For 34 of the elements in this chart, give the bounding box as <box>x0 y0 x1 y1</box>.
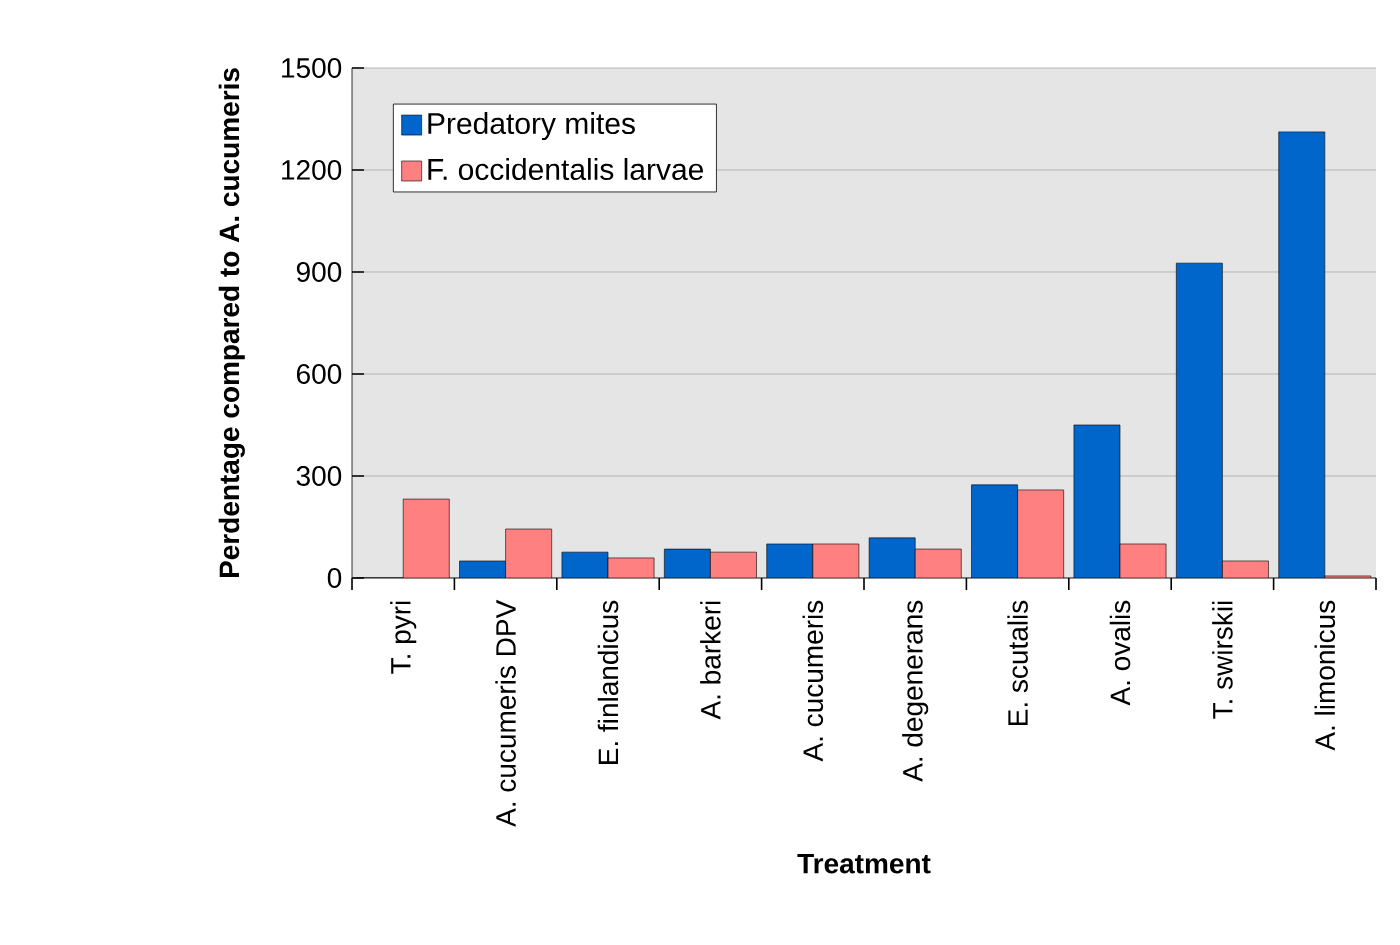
bar <box>710 551 757 578</box>
x-tick-label: A. limonicus <box>1314 600 1336 751</box>
bar <box>1017 489 1064 578</box>
bar <box>766 543 814 578</box>
y-tick-label: 600 <box>296 364 342 384</box>
y-axis-title: Perdentage compared to A. cucumeris <box>218 68 245 578</box>
bar <box>505 528 552 578</box>
x-tick-label: T. swirskii <box>1212 601 1233 719</box>
bar <box>1073 424 1121 578</box>
y-tick-label: 1200 <box>282 160 342 180</box>
bar <box>868 537 916 578</box>
bar <box>914 548 962 578</box>
y-tick-label: 900 <box>296 262 342 282</box>
bar <box>1278 131 1326 578</box>
y-tick-label: 1500 <box>282 58 342 78</box>
y-tick-label: 300 <box>296 466 342 486</box>
x-axis-title: Treatment <box>797 853 931 874</box>
legend-label: F. occidentalis larvae <box>428 158 704 181</box>
y-tick-label: 0 <box>327 568 342 588</box>
bar <box>1176 262 1223 578</box>
x-tick-label: A. barkeri <box>700 601 721 720</box>
x-tick-label: A. cucumeris <box>802 600 824 762</box>
bar <box>812 543 860 578</box>
x-tick-label: T. pyri <box>390 601 417 674</box>
x-tick-label: A. cucumeris DPV <box>495 599 516 827</box>
x-tick-label: E. finlandicus <box>597 600 619 764</box>
legend-label: Predatory mites <box>428 112 635 141</box>
bar <box>1119 543 1167 578</box>
x-tick-label: E. scutalis <box>1007 600 1028 726</box>
x-tick-label: A. ovalis <box>1109 600 1131 706</box>
bar <box>664 548 711 578</box>
x-tick-label: A. degenerans <box>902 600 929 782</box>
bar <box>402 498 450 578</box>
bar <box>971 484 1018 578</box>
